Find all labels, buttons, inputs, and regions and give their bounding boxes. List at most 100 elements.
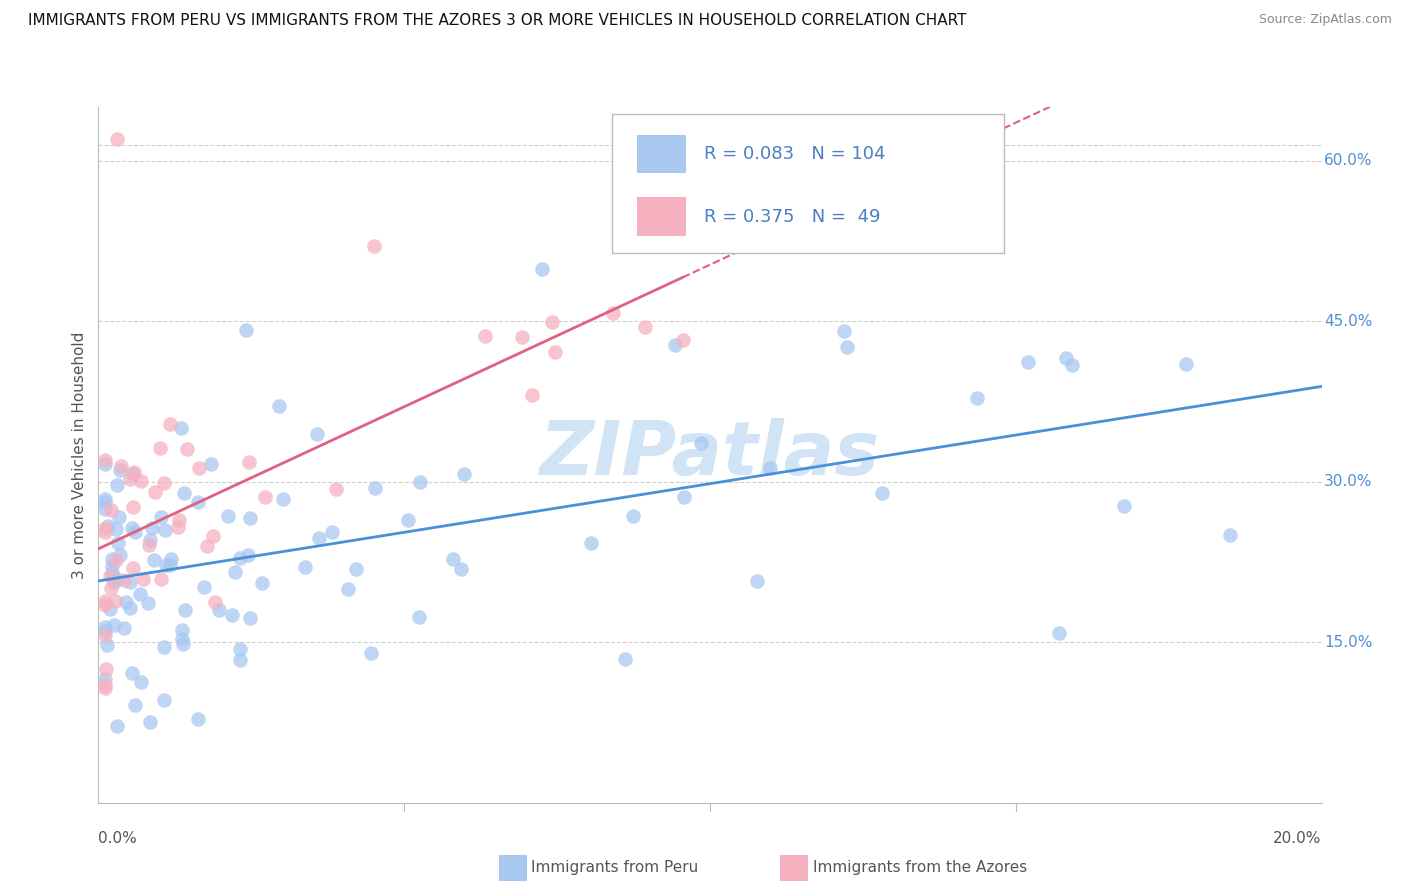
Point xyxy=(870,485,893,500)
Point xyxy=(396,513,419,527)
Point xyxy=(120,600,142,615)
Point xyxy=(409,475,432,489)
Point xyxy=(441,552,464,566)
Point xyxy=(121,666,143,681)
Point xyxy=(93,457,115,471)
Point xyxy=(118,574,141,589)
Point xyxy=(672,490,695,504)
Point xyxy=(173,486,195,500)
Point xyxy=(103,618,125,632)
Point xyxy=(149,441,172,455)
FancyBboxPatch shape xyxy=(637,197,686,235)
Point xyxy=(204,594,226,608)
Point xyxy=(100,503,122,517)
Point xyxy=(108,548,131,562)
Point xyxy=(112,573,135,587)
Point xyxy=(129,587,152,601)
Point xyxy=(150,509,173,524)
Point xyxy=(129,474,152,488)
Point xyxy=(108,510,131,524)
Point xyxy=(122,465,145,479)
Text: IMMIGRANTS FROM PERU VS IMMIGRANTS FROM THE AZORES 3 OR MORE VEHICLES IN HOUSEHO: IMMIGRANTS FROM PERU VS IMMIGRANTS FROM … xyxy=(28,13,966,29)
Point xyxy=(93,681,115,695)
Point xyxy=(187,713,209,727)
Point xyxy=(149,572,172,586)
Point xyxy=(132,572,155,586)
Point xyxy=(170,421,193,435)
Point xyxy=(124,698,146,713)
Point xyxy=(153,693,176,707)
Point xyxy=(120,471,142,485)
Point xyxy=(107,536,129,550)
Point xyxy=(363,239,385,253)
Point xyxy=(153,475,176,490)
Point xyxy=(229,642,252,657)
Point xyxy=(93,521,115,535)
Point xyxy=(160,552,183,566)
Point xyxy=(97,519,120,533)
Point xyxy=(541,314,564,328)
Point xyxy=(136,596,159,610)
Point xyxy=(172,637,194,651)
Point xyxy=(239,611,262,625)
Point xyxy=(544,345,567,359)
Point xyxy=(93,624,115,639)
Point xyxy=(1017,355,1039,369)
Point xyxy=(93,453,115,467)
Point xyxy=(221,608,243,623)
Point xyxy=(167,513,190,527)
Point xyxy=(336,582,359,596)
Point xyxy=(344,562,367,576)
Point xyxy=(689,435,711,450)
Point xyxy=(671,333,693,347)
Text: 45.0%: 45.0% xyxy=(1324,314,1372,328)
Point xyxy=(131,675,153,690)
Text: R = 0.083   N = 104: R = 0.083 N = 104 xyxy=(704,145,886,163)
Point xyxy=(112,621,135,635)
Point xyxy=(224,565,246,579)
Point xyxy=(93,598,115,612)
Point xyxy=(121,500,143,514)
Text: 30.0%: 30.0% xyxy=(1324,475,1372,489)
Point xyxy=(105,719,128,733)
Point xyxy=(101,559,124,574)
Point xyxy=(294,560,316,574)
Point xyxy=(143,553,166,567)
Point xyxy=(103,575,125,590)
Point xyxy=(121,521,143,535)
Point xyxy=(124,524,146,539)
Point xyxy=(98,569,121,583)
Point xyxy=(188,461,211,475)
Point xyxy=(321,525,343,540)
Text: R = 0.375   N =  49: R = 0.375 N = 49 xyxy=(704,208,880,226)
Point xyxy=(115,595,138,609)
Point xyxy=(239,510,262,524)
Point xyxy=(153,640,176,654)
Point xyxy=(93,620,115,634)
Point xyxy=(110,458,132,473)
Point xyxy=(236,549,259,563)
Text: 20.0%: 20.0% xyxy=(1274,830,1322,846)
Text: Immigrants from the Azores: Immigrants from the Azores xyxy=(813,861,1026,875)
Point xyxy=(172,632,194,646)
Point xyxy=(100,581,122,595)
Point xyxy=(93,524,115,539)
Point xyxy=(1054,351,1077,365)
Point xyxy=(530,261,553,276)
Point xyxy=(745,574,768,589)
Point xyxy=(159,558,181,573)
Point xyxy=(93,495,115,509)
Point xyxy=(121,467,143,481)
Point xyxy=(105,477,128,491)
Point xyxy=(105,132,128,146)
Point xyxy=(101,551,124,566)
Point xyxy=(360,646,382,660)
Point xyxy=(193,580,215,594)
Point xyxy=(139,533,162,548)
Point xyxy=(93,628,115,642)
Point xyxy=(308,531,330,545)
Point xyxy=(105,553,128,567)
Point xyxy=(98,602,121,616)
Point xyxy=(1114,499,1136,513)
Point xyxy=(325,482,347,496)
